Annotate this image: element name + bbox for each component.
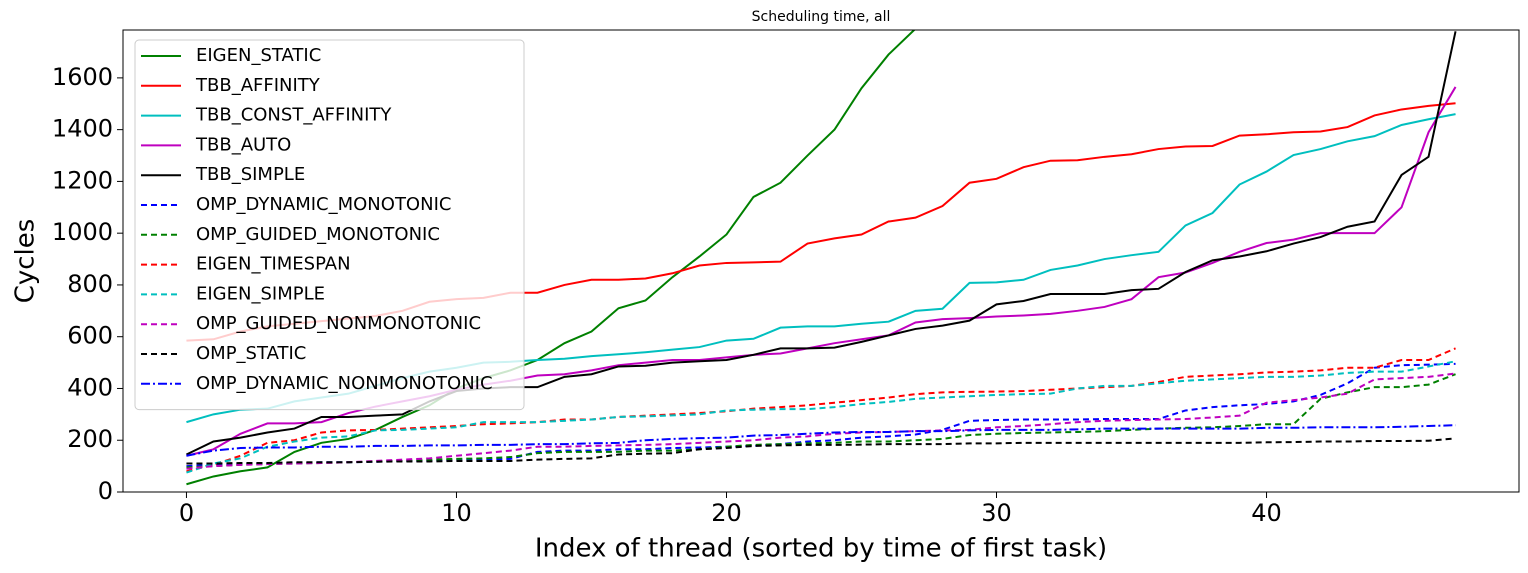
y-tick-label: 0 [98, 477, 113, 505]
series-line [186, 360, 1456, 474]
plot-frame [122, 29, 1520, 493]
legend-label: TBB_AUTO [195, 134, 291, 155]
legend-label: TBB_CONST_AFFINITY [195, 105, 392, 126]
series-line [186, 437, 1456, 465]
legend-label: OMP_STATIC [196, 343, 306, 364]
y-tick-label: 600 [67, 322, 113, 350]
legend-label: TBB_AFFINITY [195, 75, 321, 96]
series-line [186, 31, 1457, 456]
legend-label: EIGEN_STATIC [196, 45, 321, 66]
y-tick-label: 1200 [52, 166, 113, 194]
x-tick-label: 20 [711, 499, 742, 527]
y-tick-label: 1600 [52, 63, 113, 91]
x-tick-label: 40 [1251, 499, 1282, 527]
x-tick-label: 0 [179, 499, 194, 527]
plot-area [186, 30, 1457, 486]
legend-label: OMP_GUIDED_MONOTONIC [196, 224, 440, 245]
y-tick-label: 1000 [52, 218, 113, 246]
legend-label: EIGEN_SIMPLE [196, 283, 325, 304]
x-tick-label: 10 [441, 499, 472, 527]
x-tick-label: 30 [981, 499, 1012, 527]
legend-box [134, 39, 525, 411]
series-line [186, 347, 1456, 473]
legend-label: EIGEN_TIMESPAN [196, 254, 351, 275]
y-tick-label: 1400 [52, 115, 113, 143]
legend-label: TBB_SIMPLE [195, 164, 305, 185]
series-line [186, 372, 1456, 470]
legend-label: OMP_GUIDED_NONMONOTONIC [196, 313, 481, 334]
chart-title: Scheduling time, all [752, 9, 891, 25]
y-axis-label: Cycles [11, 219, 41, 304]
series-line [186, 424, 1456, 457]
x-axis-label: Index of thread (sorted by time of first… [535, 534, 1107, 564]
legend-label: OMP_DYNAMIC_MONOTONIC [196, 194, 451, 215]
y-tick-label: 200 [67, 425, 113, 453]
legend-label: OMP_DYNAMIC_NONMONOTONIC [196, 373, 493, 394]
y-tick-label: 800 [67, 270, 113, 298]
y-tick-label: 400 [67, 373, 113, 401]
